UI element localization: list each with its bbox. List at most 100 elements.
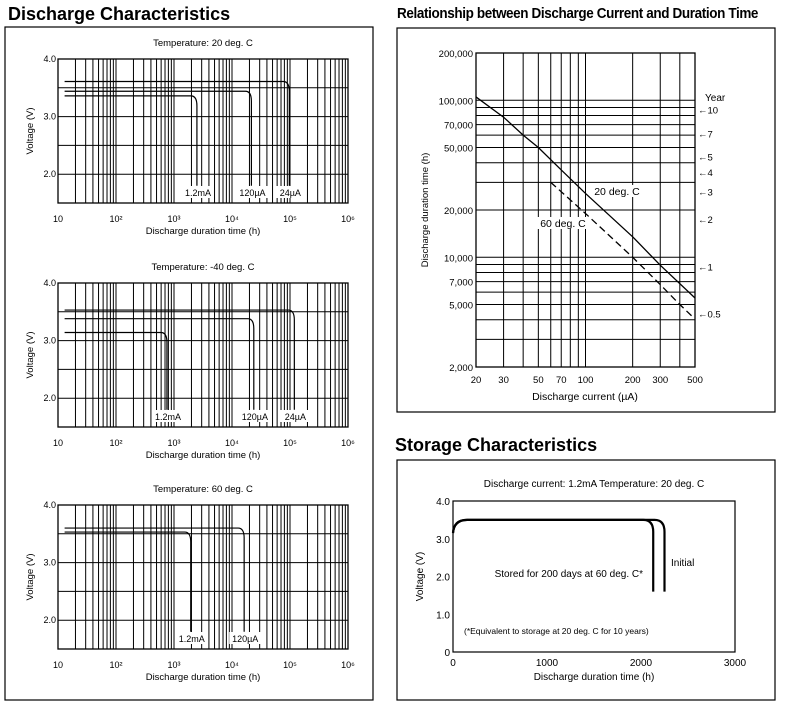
y-tick-label: 70,000: [444, 121, 473, 132]
series-line: [550, 181, 693, 317]
x-tick-label: 10⁴: [225, 660, 239, 670]
chart-title: Temperature: -40 deg. C: [152, 262, 255, 273]
y-tick-label: 7,000: [449, 278, 473, 289]
y-tick-label: 1.0: [436, 610, 450, 621]
series-curve: [64, 95, 198, 186]
series-label: 1.2mA: [179, 634, 205, 644]
footnote: (*Equivalent to storage at 20 deg. C for…: [464, 626, 649, 636]
plot-frame: [57, 504, 349, 650]
y-tick-label: 3.0: [43, 336, 56, 346]
x-axis-label: Discharge duration time (h): [146, 450, 261, 461]
series-label: 60 deg. C: [540, 218, 586, 230]
y-tick-label: 4.0: [436, 497, 450, 508]
year-axis-title: Year: [705, 93, 726, 104]
x-tick-label: 10²: [109, 214, 122, 224]
y-tick-label: 4.0: [43, 500, 56, 510]
series-label: 24µA: [285, 412, 306, 422]
plot-frame: [475, 52, 696, 368]
x-tick-label: 20: [471, 375, 482, 386]
plot-frame: [452, 500, 736, 653]
x-axis-label: Discharge duration time (h): [146, 672, 261, 683]
y-axis-label: Discharge duration time (h): [420, 153, 431, 268]
x-axis-label: Discharge current (µA): [532, 391, 638, 403]
series-curve: [451, 518, 666, 592]
series-label: 20 deg. C: [594, 186, 640, 198]
series-line: [475, 96, 696, 299]
relationship-panel: [396, 27, 776, 413]
x-tick-label: 2000: [630, 658, 653, 669]
x-tick-label: 10³: [167, 438, 180, 448]
series-label: 1.2mA: [185, 188, 211, 198]
series-label-bg: [536, 217, 590, 229]
plot-frame: [57, 282, 349, 428]
x-tick-label: 1000: [536, 658, 559, 669]
y-axis-label: Voltage (V): [415, 552, 426, 601]
series-label-bg: [274, 186, 307, 198]
x-tick-label: 200: [625, 375, 641, 386]
x-tick-label: 10⁵: [283, 438, 297, 448]
series-curve: [64, 309, 295, 410]
series-curve: [451, 518, 655, 592]
series-curve: [64, 90, 252, 186]
x-tick-label: 50: [533, 375, 544, 386]
series-label-bg: [152, 410, 185, 422]
x-tick-label: 100: [578, 375, 594, 386]
y-tick-label: 2,000: [449, 363, 473, 374]
y-tick-label: 2.0: [436, 573, 450, 584]
discharge-heading: Discharge Characteristics: [8, 4, 231, 24]
series-label: Initial: [671, 558, 694, 569]
series-label: 24µA: [280, 188, 301, 198]
y-tick-label: 2.0: [43, 615, 56, 625]
x-tick-label: 0: [450, 658, 456, 669]
year-marker: ←7: [698, 130, 713, 141]
y-tick-label: 3.0: [43, 112, 56, 122]
y-tick-label: 3.0: [436, 535, 450, 546]
x-tick-label: 10⁶: [341, 438, 355, 448]
y-axis-label: Voltage (V): [25, 554, 36, 601]
y-tick-label: 2.0: [43, 393, 56, 403]
series-label-bg: [236, 186, 269, 198]
series-label-bg: [238, 410, 271, 422]
x-tick-label: 500: [687, 375, 703, 386]
year-marker: ←0.5: [698, 310, 721, 321]
x-tick-label: 10⁵: [283, 214, 297, 224]
y-tick-label: 0: [444, 648, 450, 659]
storage-heading: Storage Characteristics: [395, 435, 598, 455]
series-label-bg: [175, 632, 208, 644]
series-label-bg: [590, 185, 644, 197]
chart-title: Temperature: 60 deg. C: [153, 484, 253, 495]
y-tick-label: 3.0: [43, 558, 56, 568]
series-curve: [64, 527, 245, 632]
x-tick-label: 10⁶: [341, 214, 355, 224]
plot-frame: [57, 58, 349, 204]
x-tick-label: 10²: [109, 438, 122, 448]
series-curve: [64, 80, 290, 186]
y-tick-label: 4.0: [43, 278, 56, 288]
x-tick-label: 70: [556, 375, 567, 386]
x-tick-label: 10: [53, 438, 63, 448]
x-tick-label: 10³: [167, 214, 180, 224]
y-tick-label: 200,000: [439, 49, 473, 60]
x-axis-label: Discharge duration time (h): [146, 226, 261, 237]
x-tick-label: 10³: [167, 660, 180, 670]
x-tick-label: 10⁴: [225, 438, 239, 448]
chart-title: Discharge current: 1.2mA Temperature: 20…: [484, 479, 704, 490]
series-curve: [64, 331, 168, 410]
y-tick-label: 10,000: [444, 253, 473, 264]
x-axis-label: Discharge duration time (h): [534, 672, 655, 683]
x-tick-label: 30: [498, 375, 509, 386]
y-tick-label: 50,000: [444, 144, 473, 155]
series-label: Stored for 200 days at 60 deg. C*: [495, 569, 644, 580]
x-tick-label: 10⁴: [225, 214, 239, 224]
x-tick-label: 3000: [724, 658, 747, 669]
y-tick-label: 2.0: [43, 169, 56, 179]
year-marker: ←4: [698, 168, 713, 179]
year-marker: ←1: [698, 262, 713, 273]
year-marker: ←3: [698, 187, 713, 198]
y-axis-label: Voltage (V): [25, 332, 36, 379]
storage-panel: [396, 459, 776, 701]
series-label: 120µA: [239, 188, 265, 198]
series-curve: [64, 318, 255, 410]
series-label-bg: [229, 632, 262, 644]
